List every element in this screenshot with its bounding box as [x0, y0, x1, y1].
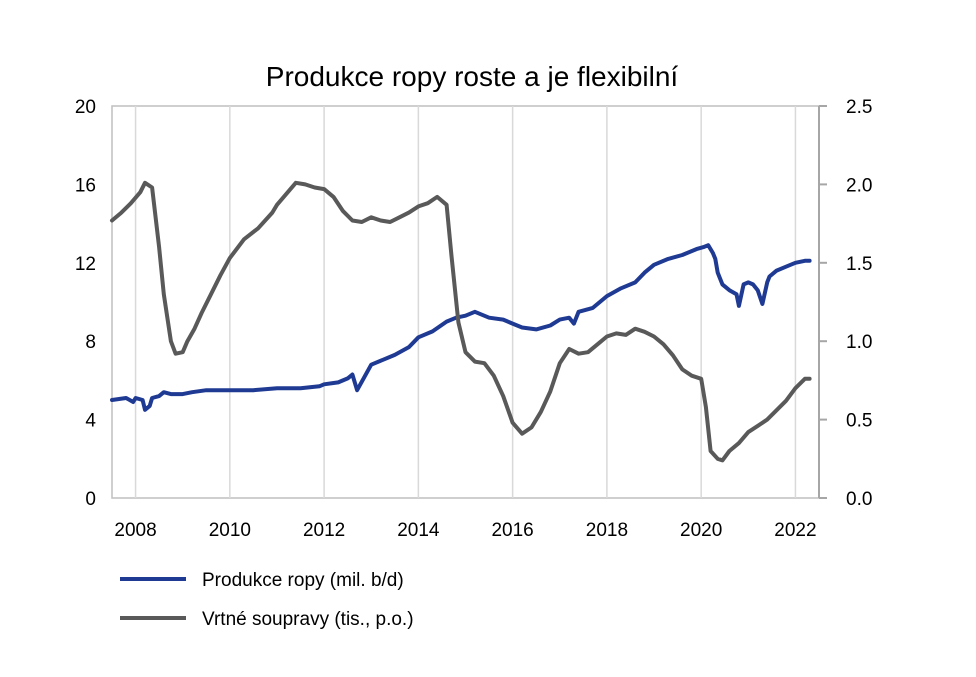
legend: Produkce ropy (mil. b/d) Vrtné soupravy (… — [120, 570, 414, 630]
x-tick-label: 2008 — [114, 520, 156, 541]
right-tick-label: 0.0 — [846, 489, 872, 510]
legend-label-0: Produkce ropy (mil. b/d) — [202, 570, 404, 591]
series-line-1 — [110, 180, 812, 463]
right-tick-label: 0.5 — [846, 411, 872, 432]
series-lines — [110, 180, 812, 463]
left-axis: 0 4 8 12 16 20 — [75, 97, 97, 510]
right-tick-label: 1.5 — [846, 254, 872, 275]
x-axis: 2008 2010 2012 2014 2016 2018 2020 2022 — [114, 520, 816, 541]
right-tick-label: 2.0 — [846, 175, 872, 196]
right-tick-label: 2.5 — [846, 97, 872, 118]
x-tick-label: 2018 — [586, 520, 628, 541]
chart-title: Produkce ropy roste a je flexibilní — [266, 61, 679, 92]
grid — [134, 106, 797, 498]
x-tick-label: 2020 — [680, 520, 722, 541]
left-tick-label: 20 — [75, 97, 96, 118]
right-axis: 0.0 0.5 1.0 1.5 2.0 2.5 — [818, 97, 872, 510]
x-tick-label: 2010 — [209, 520, 251, 541]
x-tick-label: 2012 — [303, 520, 345, 541]
left-tick-label: 16 — [75, 175, 96, 196]
plot-area — [111, 105, 820, 499]
left-tick-label: 0 — [85, 489, 96, 510]
x-tick-label: 2016 — [491, 520, 533, 541]
left-tick-label: 8 — [85, 332, 96, 353]
left-tick-label: 12 — [75, 254, 96, 275]
series-line-0 — [110, 243, 812, 412]
right-tick-label: 1.0 — [846, 332, 872, 353]
x-tick-label: 2022 — [774, 520, 816, 541]
left-tick-label: 4 — [85, 411, 96, 432]
legend-label-1: Vrtné soupravy (tis., p.o.) — [202, 609, 414, 630]
x-tick-label: 2014 — [397, 520, 440, 541]
